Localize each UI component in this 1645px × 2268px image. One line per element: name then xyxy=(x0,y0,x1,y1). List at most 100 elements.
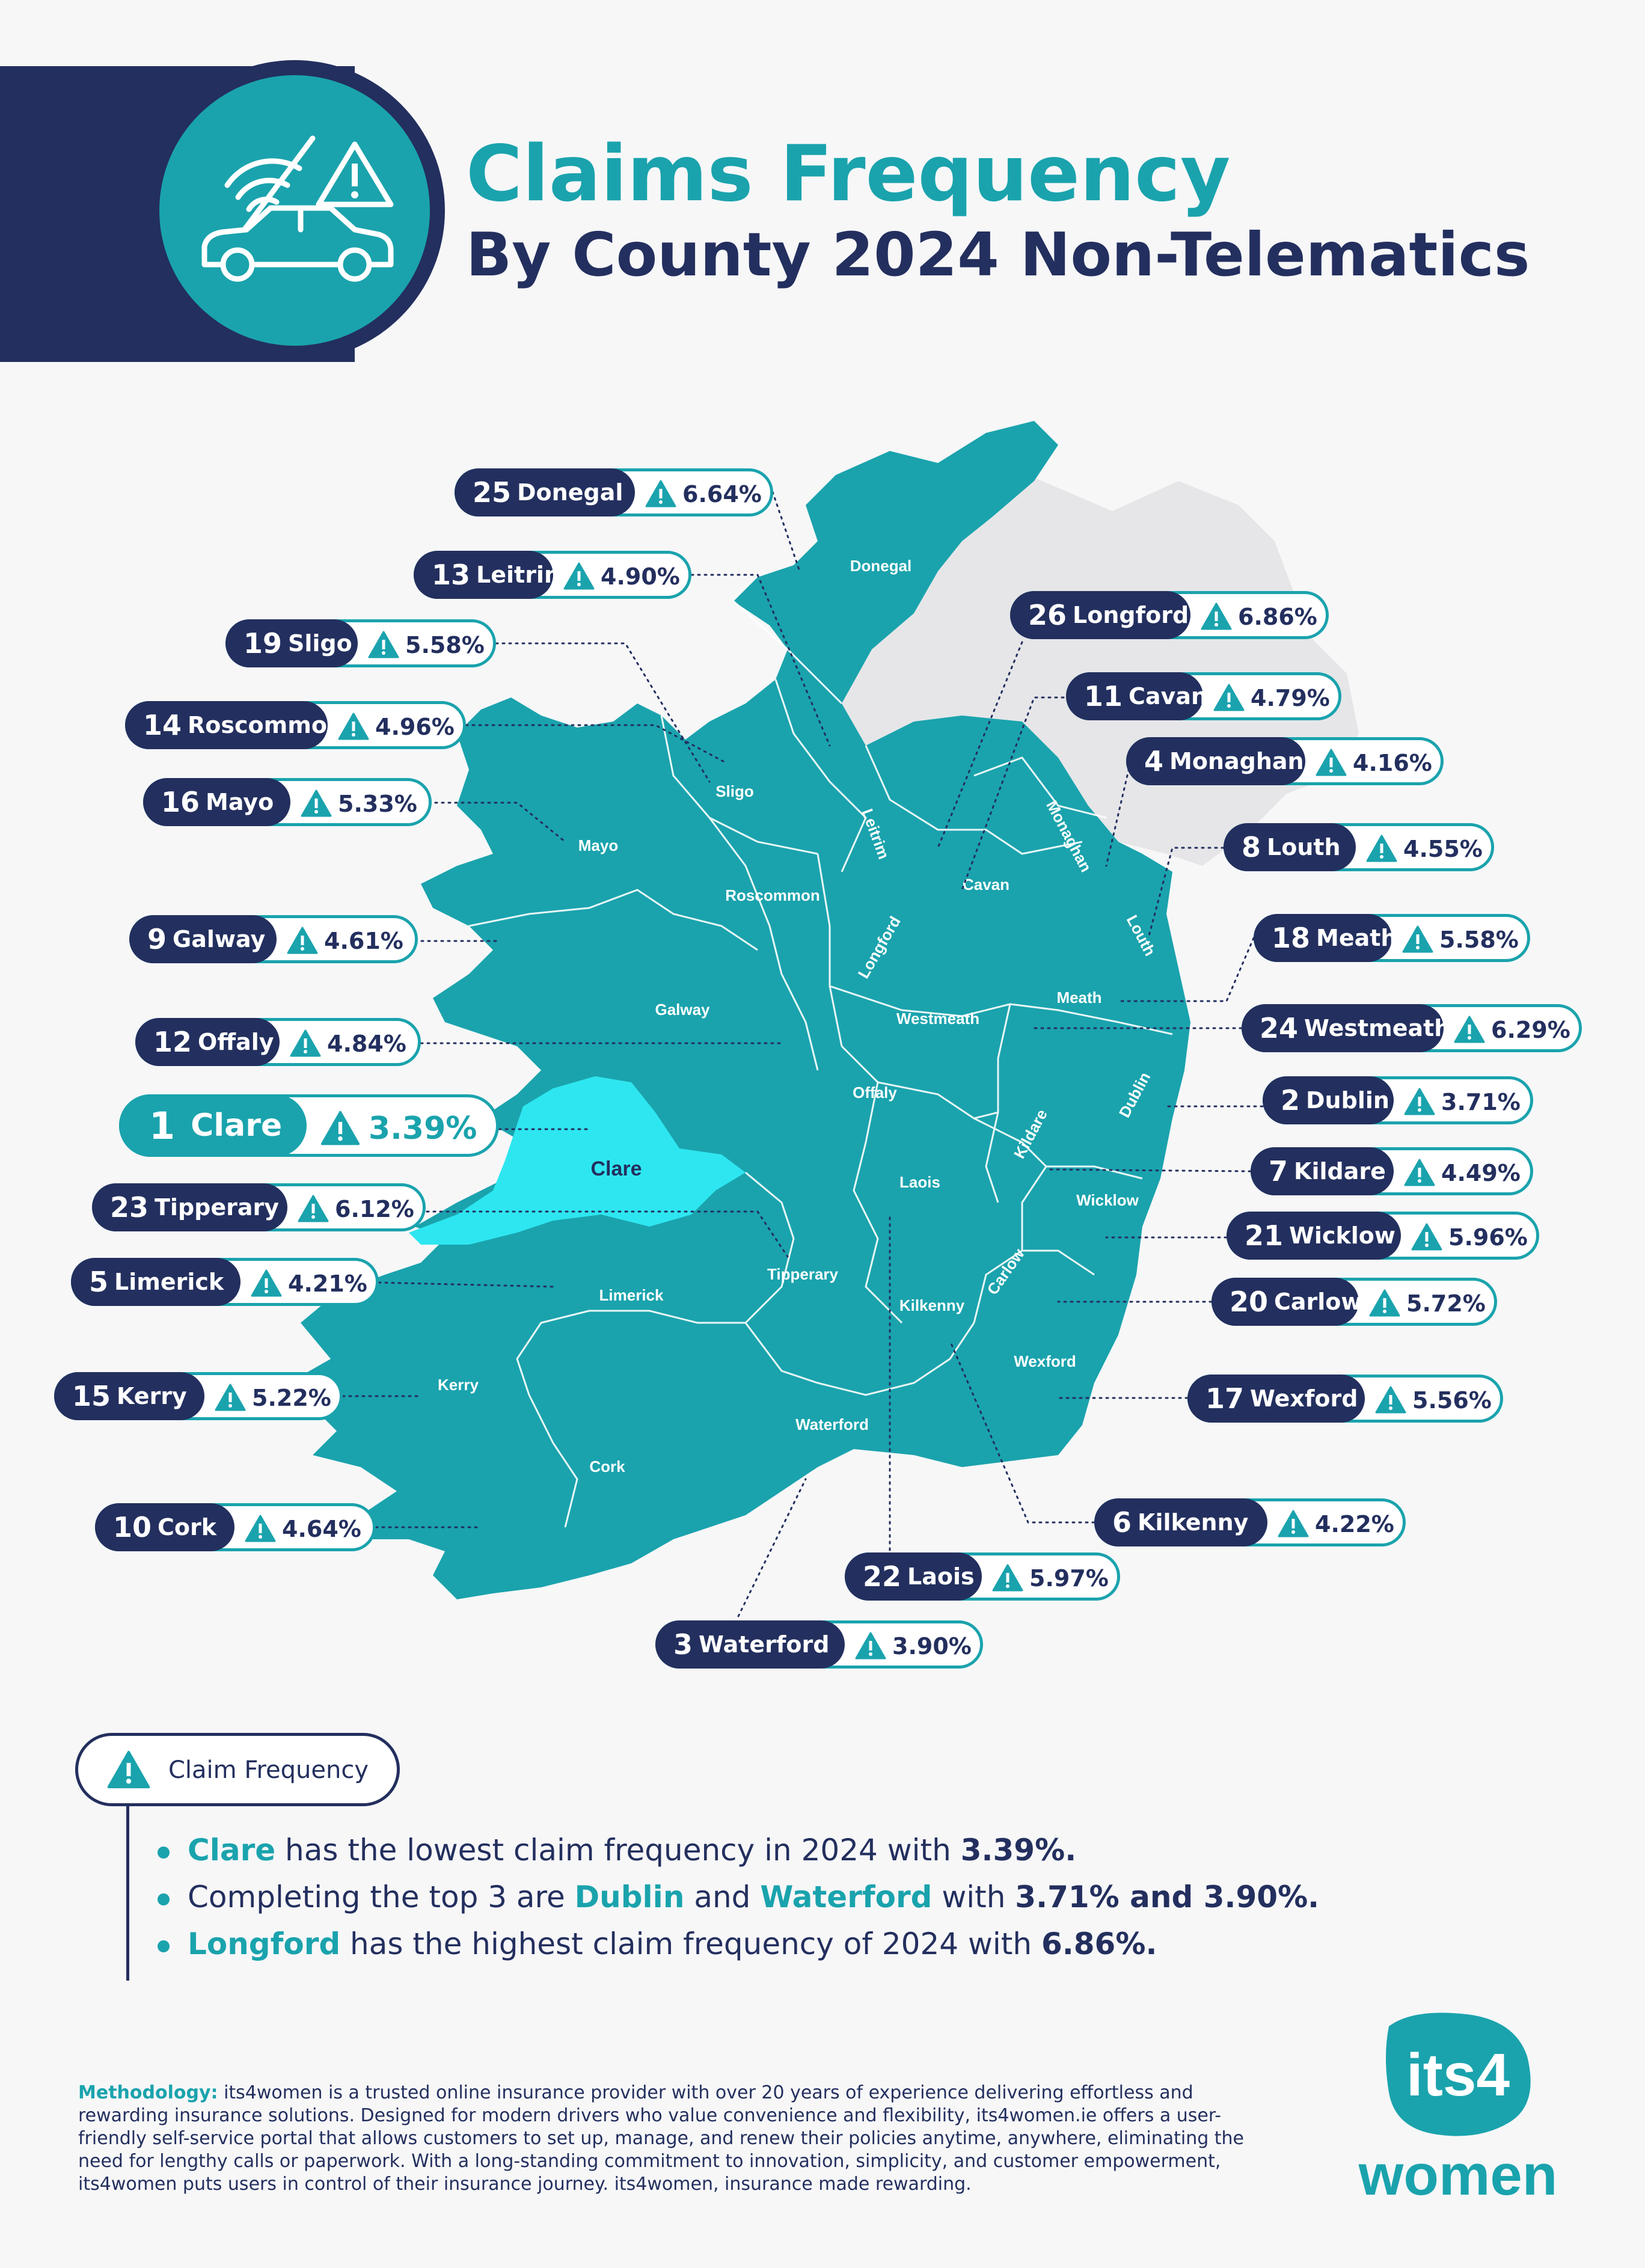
warning-triangle-icon xyxy=(1213,684,1245,711)
claim-frequency-value: 6.64% xyxy=(682,481,762,507)
county-name: Louth xyxy=(1267,834,1341,860)
warning-triangle-icon xyxy=(992,1564,1023,1592)
claim-frequency-value: 4.79% xyxy=(1251,685,1330,711)
ranking-pill-tipperary: 23 Tipperary 6.12% xyxy=(92,1183,426,1231)
rank-number: 15 xyxy=(72,1380,111,1412)
claim-frequency-value: 4.84% xyxy=(327,1031,406,1057)
county-name: Leitrim xyxy=(476,562,568,588)
rank-number: 18 xyxy=(1272,922,1311,954)
warning-triangle-icon xyxy=(1402,925,1433,953)
ranking-pill-donegal: 25 Donegal 6.64% xyxy=(455,468,773,516)
bullet-text: 3.39%. xyxy=(960,1833,1077,1868)
ranking-pill-galway: 9 Galway 4.61% xyxy=(129,915,418,963)
ranking-pill-clare: 1 Clare 3.39% xyxy=(119,1094,499,1157)
svg-text:its4: its4 xyxy=(1406,2041,1510,2109)
county-label-wicklow: Wicklow xyxy=(1076,1191,1139,1209)
warning-triangle-icon xyxy=(290,1029,321,1057)
county-name: Kilkenny xyxy=(1138,1509,1249,1536)
key-finding-1: Clare has the lowest claim frequency in … xyxy=(158,1833,1076,1868)
ranking-pill-waterford: 3 Waterford 3.90% xyxy=(655,1620,983,1669)
warning-triangle-icon xyxy=(1366,835,1397,862)
page-subtitle: By County 2024 Non-Telematics xyxy=(466,219,1530,290)
county-name: Westmeath xyxy=(1304,1015,1451,1041)
county-name: Cavan xyxy=(1129,683,1208,710)
county-label-offaly: Offaly xyxy=(853,1083,897,1102)
ranking-pill-kerry: 15 Kerry 5.22% xyxy=(54,1372,343,1420)
rank-number: 20 xyxy=(1230,1286,1269,1318)
rank-number: 1 xyxy=(149,1103,176,1148)
rank-number: 12 xyxy=(153,1026,192,1058)
warning-triangle-icon xyxy=(368,631,399,658)
bullet-dot xyxy=(158,1846,170,1859)
county-label-cavan: Cavan xyxy=(963,875,1009,893)
ranking-pill-roscommon: 14 Roscommon 4.96% xyxy=(125,701,466,749)
rank-number: 5 xyxy=(89,1266,109,1298)
warning-triangle-icon xyxy=(251,1269,282,1297)
claim-frequency-value: 4.16% xyxy=(1353,750,1432,776)
warning-triangle-icon xyxy=(1404,1159,1435,1186)
county-name: Kerry xyxy=(117,1383,187,1409)
warning-triangle-icon xyxy=(1369,1289,1400,1317)
ranking-pill-wicklow: 21 Wicklow 5.96% xyxy=(1227,1212,1539,1260)
rank-number: 3 xyxy=(673,1628,693,1661)
claim-frequency-value: 4.55% xyxy=(1403,836,1483,862)
ranking-pill-meath: 18 Meath 5.58% xyxy=(1254,914,1530,962)
key-finding-3: Longford has the highest claim frequency… xyxy=(158,1926,1157,1961)
rank-number: 9 xyxy=(147,923,167,955)
bullet-dot xyxy=(158,1940,170,1952)
ranking-pill-kilkenny: 6 Kilkenny 4.22% xyxy=(1094,1498,1406,1546)
claim-frequency-value: 3.39% xyxy=(369,1111,477,1147)
ranking-pill-cavan: 11 Cavan 4.79% xyxy=(1066,672,1341,720)
key-finding-2: Completing the top 3 are Dublin and Wate… xyxy=(158,1880,1319,1914)
claim-frequency-value: 6.29% xyxy=(1491,1017,1570,1043)
county-label-donegal: Donegal xyxy=(850,557,912,575)
county-name: Donegal xyxy=(517,479,623,506)
rank-number: 10 xyxy=(113,1511,152,1543)
ranking-pill-longford: 26 Longford 6.86% xyxy=(1010,591,1329,639)
claim-frequency-value: 5.33% xyxy=(338,791,417,817)
county-label-wexford: Wexford xyxy=(1014,1352,1076,1370)
warning-triangle-icon xyxy=(215,1384,246,1411)
rank-number: 16 xyxy=(161,786,200,818)
svg-text:women: women xyxy=(1358,2143,1558,2207)
warning-triangle-icon xyxy=(245,1515,276,1542)
rank-number: 23 xyxy=(110,1191,149,1224)
ranking-pill-mayo: 16 Mayo 5.33% xyxy=(143,778,432,826)
rank-number: 19 xyxy=(244,627,283,660)
county-label-waterford: Waterford xyxy=(795,1415,869,1433)
bullet-text: Waterford xyxy=(760,1880,933,1914)
warning-triangle-icon xyxy=(1278,1510,1309,1537)
county-name: Monaghan xyxy=(1169,748,1304,774)
warning-triangle-icon xyxy=(107,1750,150,1789)
warning-triangle-icon xyxy=(1454,1016,1485,1043)
county-label-cork: Cork xyxy=(589,1457,625,1476)
warning-triangle-icon xyxy=(1404,1088,1435,1115)
methodology: Methodology: its4women is a trusted onli… xyxy=(78,2082,1281,2196)
claim-frequency-value: 4.61% xyxy=(324,928,403,954)
county-label-clare: Clare xyxy=(590,1157,642,1180)
county-name: Wexford xyxy=(1250,1385,1358,1412)
clare-county xyxy=(409,1076,746,1245)
ranking-pill-sligo: 19 Sligo 5.58% xyxy=(225,619,496,667)
rank-number: 25 xyxy=(473,476,512,509)
county-name: Dublin xyxy=(1306,1087,1389,1114)
legend-connector xyxy=(126,1806,129,1981)
rank-number: 22 xyxy=(863,1560,902,1593)
methodology-label: Methodology: xyxy=(78,2082,218,2103)
ranking-pill-dublin: 2 Dublin 3.71% xyxy=(1263,1076,1533,1124)
rank-number: 8 xyxy=(1242,831,1261,863)
ranking-pill-kildare: 7 Kildare 4.49% xyxy=(1251,1147,1533,1195)
warning-triangle-icon xyxy=(1316,749,1347,776)
legend-label: Claim Frequency xyxy=(168,1756,369,1784)
warning-triangle-icon xyxy=(645,480,676,507)
bullet-text: Dublin xyxy=(574,1880,685,1914)
claim-frequency-value: 5.58% xyxy=(1439,927,1519,953)
bullet-text: Longford xyxy=(188,1926,341,1961)
warning-triangle-icon xyxy=(855,1632,886,1660)
car-no-signal-warning-icon xyxy=(201,135,394,282)
county-label-laois: Laois xyxy=(899,1173,940,1191)
claim-frequency-value: 4.64% xyxy=(282,1516,361,1542)
ranking-pill-leitrim: 13 Leitrim 4.90% xyxy=(414,551,691,599)
rank-number: 14 xyxy=(143,709,182,741)
warning-triangle-icon xyxy=(1411,1223,1442,1251)
